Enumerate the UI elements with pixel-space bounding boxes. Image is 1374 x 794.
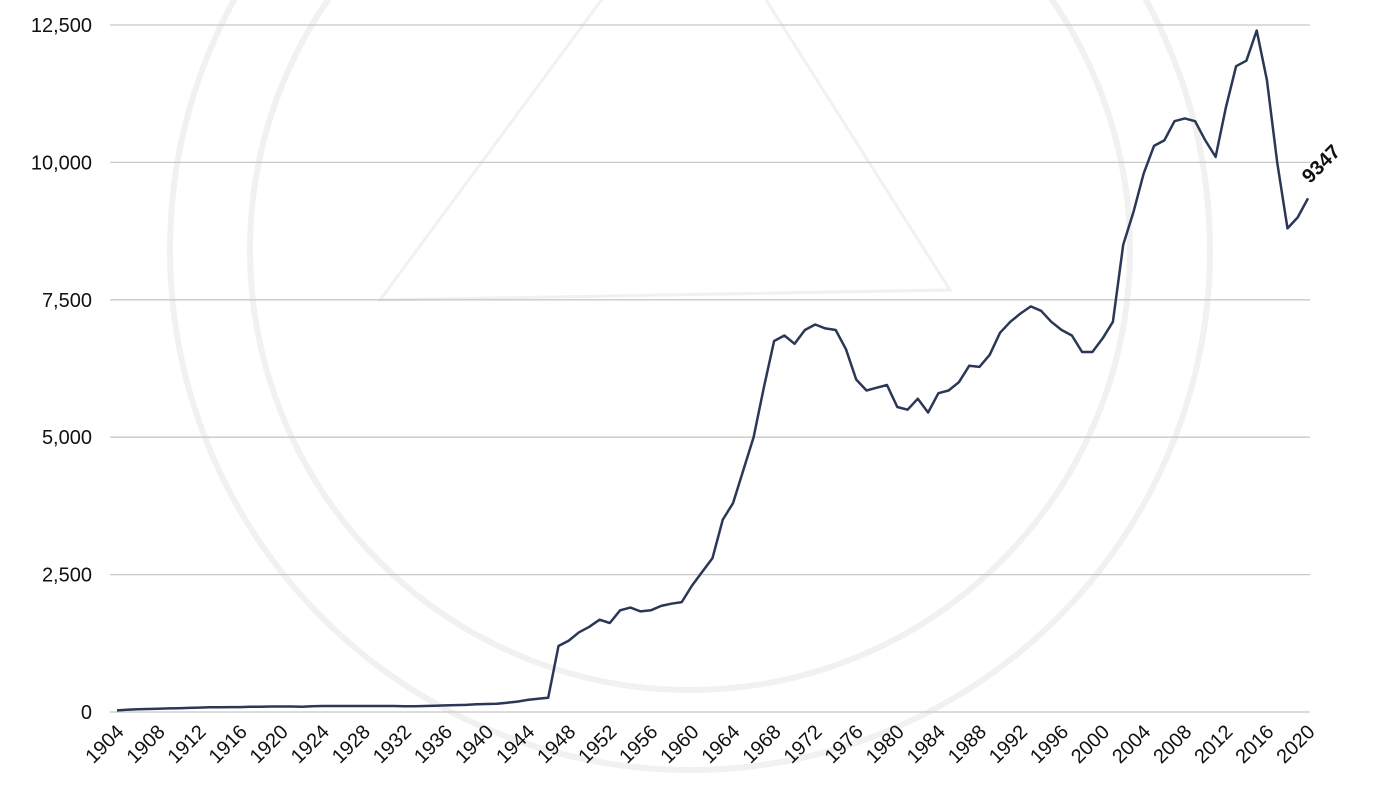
x-tick-label: 2012 (1190, 721, 1237, 768)
y-tick-label: 7,500 (42, 290, 92, 312)
y-tick-label: 2,500 (42, 565, 92, 587)
x-tick-label: 1916 (205, 721, 252, 768)
y-tick-label: 10,000 (31, 152, 92, 174)
x-tick-label: 2000 (1067, 721, 1114, 768)
data-label: 9347 (1298, 141, 1345, 188)
x-tick-label: 1960 (656, 721, 703, 768)
y-tick-label: 0 (81, 702, 92, 724)
watermark (167, 0, 1213, 773)
x-tick-label: 1996 (1026, 721, 1073, 768)
x-tick-label: 1904 (82, 721, 129, 768)
x-tick-label: 1964 (698, 721, 745, 768)
x-tick-label: 2008 (1149, 721, 1196, 768)
line (116, 29, 1310, 712)
x-tick-label: 1956 (615, 721, 662, 768)
x-tick-label: 2016 (1231, 721, 1278, 768)
x-tick-label: 1924 (287, 721, 334, 768)
x-tick-label: 1912 (164, 721, 211, 768)
x-tick-label: 1908 (123, 721, 170, 768)
x-tick-label: 1976 (821, 721, 868, 768)
x-tick-label: 1932 (369, 721, 416, 768)
x-tick-label: 1948 (533, 721, 580, 768)
x-tick-label: 2020 (1273, 721, 1320, 768)
x-tick-label: 1920 (246, 721, 293, 768)
x-tick-label: 1928 (328, 721, 375, 768)
y-tick-label: 12,500 (31, 15, 92, 37)
x-tick-label: 1992 (985, 721, 1032, 768)
x-tick-label: 2004 (1108, 721, 1155, 768)
x-tick-label: 1984 (903, 721, 950, 768)
x-tick-label: 1936 (410, 721, 457, 768)
x-tick-label: 1988 (944, 721, 991, 768)
y-tick-label: 5,000 (42, 427, 92, 449)
